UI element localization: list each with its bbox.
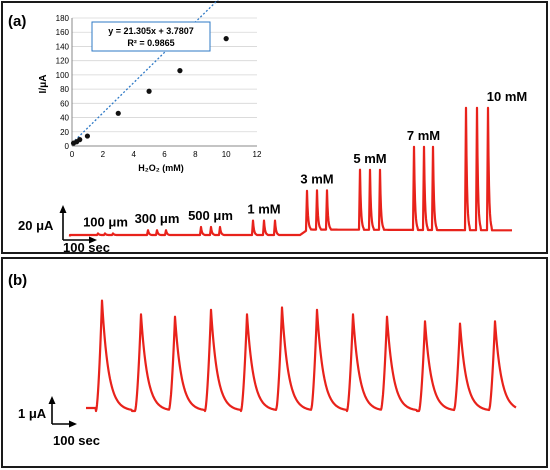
panel-b-frame — [1, 257, 548, 468]
scale-a-current-label: 20 μA — [18, 218, 54, 233]
panel-a-scale-bar: 20 μA 100 sec — [18, 205, 110, 255]
inset-y-tick-label: 120 — [56, 57, 70, 66]
inset-y-tick-label: 60 — [60, 99, 69, 108]
inset-data-point — [77, 137, 83, 143]
panel-b-scale-bar: 1 μA 100 sec — [18, 396, 100, 448]
inset-x-tick-label: 12 — [253, 150, 262, 159]
inset-y-tick-label: 20 — [60, 128, 69, 137]
fit-r2: R² = 0.9865 — [127, 38, 174, 48]
inset-x-tick-label: 8 — [193, 150, 198, 159]
inset-data-point — [84, 133, 91, 139]
concentration-label: 5 mM — [353, 151, 386, 166]
scale-a-arrow-right — [89, 236, 97, 244]
trace-b — [85, 299, 517, 413]
equation-box — [91, 21, 211, 52]
scale-a-time-label: 100 sec — [63, 240, 110, 255]
concentration-label: 1 mM — [247, 202, 280, 217]
concentration-label: 100 μm — [83, 214, 128, 229]
trace-a — [68, 106, 513, 237]
inset-y-tick-label: 180 — [56, 14, 70, 23]
inset-x-tick-label: 10 — [222, 150, 231, 159]
concentration-label: 3 mM — [300, 171, 333, 186]
concentration-label: 7 mM — [407, 128, 440, 143]
inset-data-point — [177, 68, 183, 74]
inset-y-tick-label: 100 — [56, 71, 70, 80]
inset-data-point — [146, 88, 152, 94]
inset-x-tick-label: 2 — [101, 150, 106, 159]
inset-y-tick-label: 80 — [60, 85, 69, 94]
inset-x-label: H₂O₂ (mM) — [138, 163, 184, 173]
scale-a-arrow-up — [59, 205, 67, 213]
inset-data-point — [115, 110, 121, 116]
panel-a-trace-group: 100 μm 300 μm 500 μm 1 mM 3 mM 5 mM 7 mM 10 mM — [68, 89, 527, 237]
concentration-label: 500 μm — [188, 208, 233, 223]
scale-b-arrow-right — [69, 420, 77, 428]
panel-b-label: (b) — [8, 272, 27, 289]
scale-b-time-label: 100 sec — [53, 433, 100, 448]
inset-x-tick-label: 6 — [162, 150, 167, 159]
inset-y-tick-label: 140 — [56, 42, 70, 51]
inset-y-tick-label: 0 — [65, 142, 70, 151]
inset-x-tick-label: 0 — [70, 150, 75, 159]
fit-line — [71, 0, 219, 144]
inset-y-tick-label: 40 — [60, 114, 69, 123]
concentration-label: 300 μm — [135, 211, 180, 226]
fit-equation: y = 21.305x + 3.7807 — [108, 26, 194, 36]
inset-x-tick-label: 4 — [131, 150, 136, 159]
panel-a-label: (a) — [8, 13, 26, 30]
inset-data-point — [223, 36, 229, 42]
inset-calibration-chart: 0 20 40 60 80 100 120 140 160 180 0 2 4 6 8 10 12 y = 21… — [38, 0, 262, 173]
scale-b-arrow-up — [48, 396, 56, 404]
inset-y-label: I/μA — [38, 75, 49, 94]
inset-y-tick-label: 160 — [56, 28, 70, 37]
scale-b-current-label: 1 μA — [18, 406, 47, 421]
concentration-label: 10 mM — [487, 89, 527, 104]
